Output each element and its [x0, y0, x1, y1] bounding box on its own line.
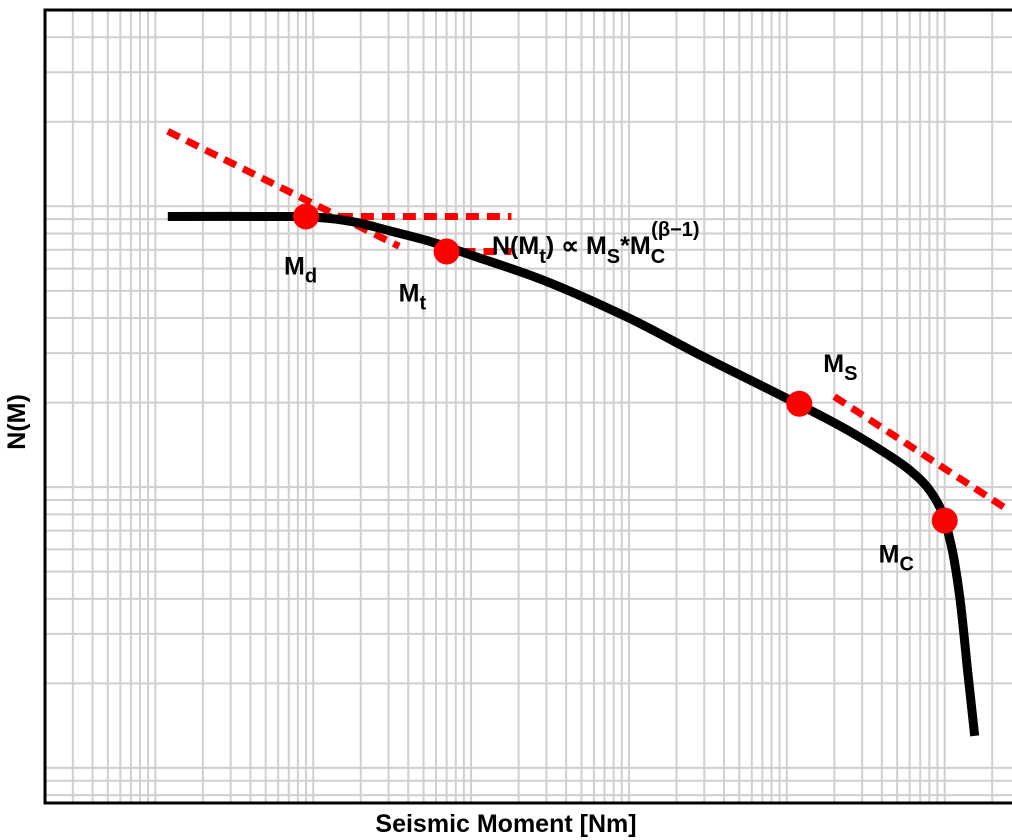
point-label-MS: MS — [823, 350, 857, 385]
point-marker-Md — [292, 203, 319, 230]
grid — [45, 10, 1012, 803]
x-axis-label: Seismic Moment [Nm] — [375, 810, 637, 838]
point-marker-MS — [786, 390, 813, 417]
markers — [292, 203, 958, 534]
formula-annotation: N(Mt) ∝ MS*MC(β−1) — [492, 219, 700, 268]
point-labels: Md Mt MS MC — [284, 252, 914, 575]
point-label-MC: MC — [879, 541, 914, 576]
point-label-Mt: Mt — [399, 280, 427, 315]
series-cumulative-distribution-curve — [167, 211, 980, 737]
point-marker-Mt — [433, 238, 460, 265]
point-label-Md: Md — [284, 252, 317, 287]
point-marker-MC — [931, 507, 958, 534]
plot-frame — [43, 8, 1012, 805]
series-power-law-asymptote-high — [832, 393, 1012, 515]
formula-text: N(Mt) ∝ MS*MC(β−1) — [492, 219, 700, 268]
lines — [166, 128, 1012, 737]
y-axis-label: N(M) — [3, 394, 31, 450]
